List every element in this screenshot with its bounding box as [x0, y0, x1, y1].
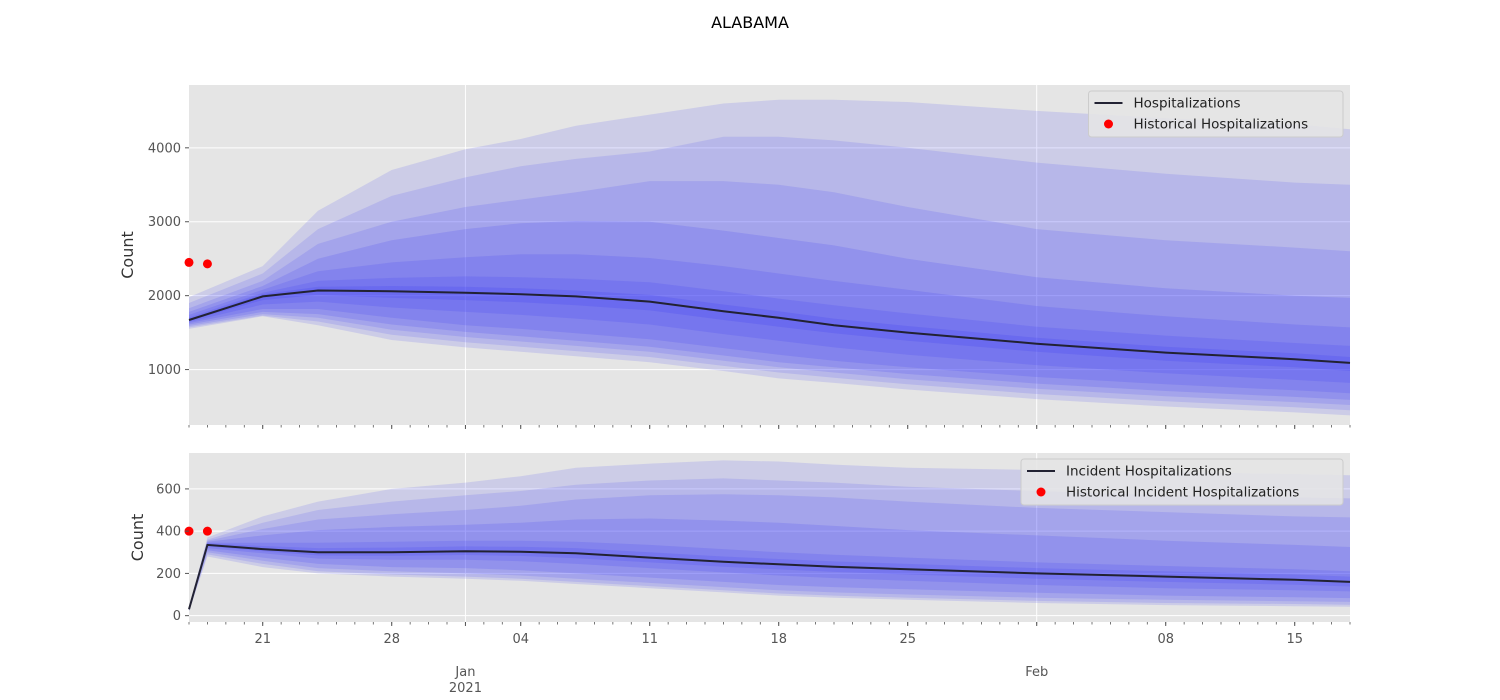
- plot-area: [189, 85, 1350, 425]
- legend-box: [1088, 90, 1344, 138]
- quantile-band: [189, 136, 1350, 411]
- x-tick-label: 04: [512, 632, 529, 647]
- quantile-band: [189, 181, 1350, 405]
- x-tick-label: 08: [1157, 632, 1174, 647]
- y-tick-label: 1000: [148, 363, 181, 378]
- quantile-band: [189, 286, 1350, 371]
- x-tick-label: 18: [770, 632, 787, 647]
- historical-point: [184, 257, 194, 267]
- quantile-band: [189, 254, 1350, 394]
- x-month-label: Jan: [454, 665, 475, 680]
- legend-point-swatch: [1036, 487, 1046, 497]
- y-tick-label: 400: [156, 525, 181, 540]
- median-line: [188, 543, 1351, 610]
- historical-point: [202, 259, 212, 269]
- legend-entry: Historical Hospitalizations: [1134, 117, 1309, 133]
- legend: Incident Hospitalizations Historical Inci…: [1020, 458, 1344, 506]
- legend-point-swatch: [1104, 119, 1113, 129]
- quantile-band: [189, 543, 1350, 610]
- quantile-band: [189, 99, 1350, 416]
- x-tick-label: 21: [254, 632, 271, 647]
- y-tick-label: 200: [156, 567, 181, 582]
- legend: Hospitalizations Historical Hospitalizati…: [1088, 90, 1344, 138]
- historical-point: [202, 526, 212, 536]
- y-axis-label: Count: [128, 514, 147, 562]
- figure-title: ALABAMA: [711, 13, 789, 32]
- panels: 1000200030004000CountHospitalizationsHis…: [118, 85, 1351, 696]
- quantile-band: [189, 221, 1350, 400]
- x-tick-label: 15: [1286, 632, 1303, 647]
- top-panel: 1000 2000 3000 4000 Count Hospitalizations His…: [118, 85, 1351, 429]
- y-tick-label: 0: [173, 609, 181, 624]
- legend-entry: Hospitalizations: [1134, 96, 1241, 112]
- x-tick-label: 25: [899, 632, 916, 647]
- median-line: [188, 289, 1351, 364]
- x-tick-label: 28: [383, 632, 400, 647]
- y-tick-label: 2000: [148, 289, 181, 304]
- legend-entry: Incident Hospitalizations: [1066, 464, 1232, 480]
- y-axis-label: Count: [118, 231, 137, 279]
- y-tick-label: 4000: [148, 141, 181, 156]
- quantile-band: [189, 276, 1350, 383]
- quantile-band: [189, 494, 1350, 611]
- legend-box: [1020, 458, 1344, 506]
- x-tick-label: 11: [641, 632, 658, 647]
- legend-entry: Historical Incident Hospitalizations: [1066, 485, 1299, 501]
- quantile-band: [189, 478, 1350, 611]
- y-tick-label: 600: [156, 482, 181, 497]
- x-month-label: Feb: [1025, 665, 1048, 680]
- y-tick-label: 3000: [148, 215, 181, 230]
- x-year-label: 2021: [449, 681, 482, 696]
- quantile-band: [189, 540, 1350, 610]
